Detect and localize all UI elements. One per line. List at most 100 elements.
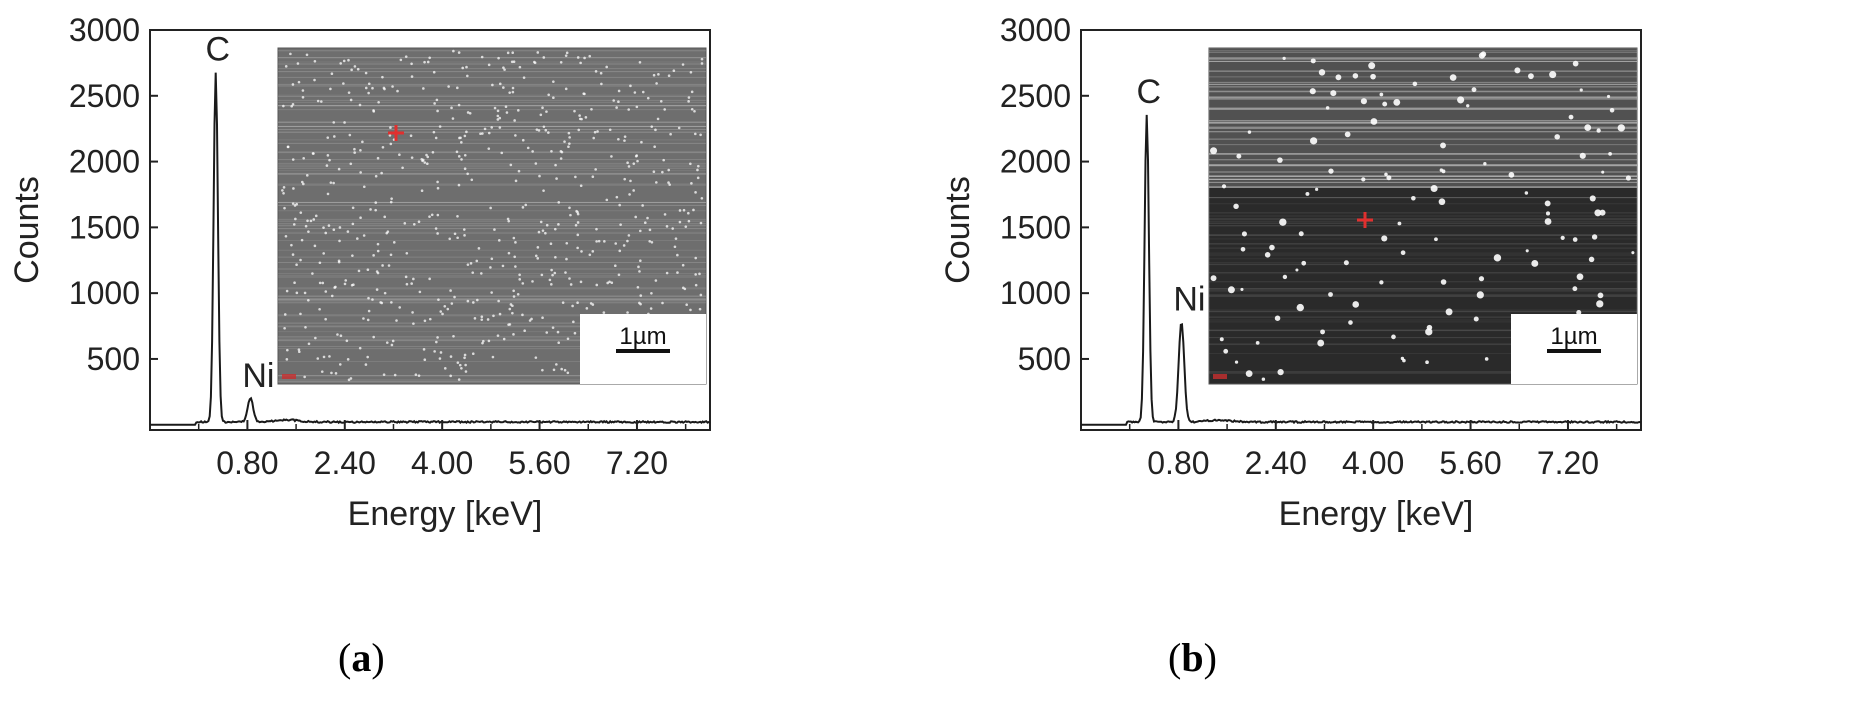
sem-particle	[282, 191, 285, 195]
sem-particle	[330, 371, 333, 375]
sem-particle	[336, 333, 339, 336]
sem-particle	[514, 265, 517, 268]
sem-particle	[377, 100, 380, 104]
sem-particle	[361, 140, 364, 144]
sem-particle	[318, 307, 321, 311]
sem-particle	[456, 236, 459, 240]
sem-particle	[1343, 260, 1349, 266]
sem-particle	[600, 82, 603, 86]
sem-particle	[514, 179, 518, 183]
x-tick-label: 7.20	[606, 445, 668, 481]
sem-particle	[505, 111, 509, 114]
sem-particle	[638, 60, 642, 64]
sem-particle	[608, 280, 611, 284]
sem-particle	[313, 244, 317, 248]
sem-particle	[301, 95, 305, 99]
sem-particle	[632, 162, 636, 165]
sem-particle	[324, 231, 328, 235]
sem-particle	[347, 378, 351, 382]
sem-particle	[502, 86, 505, 89]
sem-particle	[471, 271, 475, 274]
sem-particle	[366, 318, 370, 322]
sem-particle	[1210, 147, 1218, 155]
sem-particle	[1274, 315, 1281, 321]
sem-particle	[661, 301, 664, 305]
sem-particle	[1589, 195, 1596, 202]
sem-particle	[698, 307, 702, 311]
sem-particle	[463, 234, 466, 237]
sem-particle	[290, 104, 294, 108]
sem-particle	[398, 153, 401, 157]
sem-particle	[364, 363, 368, 366]
sem-particle	[1269, 244, 1275, 251]
sem-particle	[304, 325, 307, 329]
sem-particle	[1264, 252, 1271, 258]
sem-particle	[410, 75, 414, 78]
sem-particle	[690, 107, 694, 111]
sem-particle	[393, 373, 397, 377]
sem-particle	[544, 128, 548, 132]
sem-particle	[639, 294, 643, 297]
sem-particle	[282, 104, 285, 108]
sem-particle	[385, 231, 389, 235]
sem-particle	[1426, 324, 1433, 331]
sem-particle	[545, 223, 549, 227]
sem-particle	[337, 260, 341, 264]
sem-particle	[320, 370, 324, 373]
sem-particle	[509, 163, 513, 167]
sem-particle	[565, 241, 569, 245]
sem-particle	[426, 60, 430, 64]
sem-particle	[463, 153, 467, 157]
sem-particle	[626, 161, 629, 164]
sem-particle	[457, 378, 461, 381]
sem-particle	[353, 147, 356, 151]
sem-particle	[665, 225, 669, 228]
sem-inset: 1µm	[277, 47, 707, 385]
sem-particle	[428, 277, 431, 281]
sem-particle	[1584, 124, 1592, 131]
sem-particle	[453, 295, 456, 299]
sem-particle	[372, 110, 376, 113]
sem-particle	[325, 164, 329, 167]
sem-particle	[1430, 184, 1438, 192]
sem-particle	[700, 57, 704, 61]
sem-particle	[1360, 98, 1367, 105]
sem-particle	[423, 60, 426, 64]
sem-particle	[1572, 286, 1578, 292]
sem-particle	[687, 96, 691, 99]
spectrum-line	[150, 72, 711, 426]
sem-particle	[698, 272, 701, 276]
sem-particle	[449, 289, 452, 292]
sem-particle	[1597, 292, 1604, 299]
sem-particle	[1348, 320, 1353, 325]
sem-particle	[1484, 357, 1489, 361]
sem-particle	[690, 182, 693, 185]
sem-particle	[291, 158, 295, 161]
sem-particle	[457, 183, 461, 187]
sem-particle	[517, 169, 521, 173]
sem-particle	[531, 150, 534, 153]
sem-particle	[374, 208, 377, 212]
sem-particle	[561, 301, 565, 304]
sem-particle	[628, 193, 631, 196]
sem-particle	[464, 370, 468, 373]
sem-particle	[353, 151, 356, 154]
sem-particle	[568, 142, 571, 145]
sem-particle	[436, 180, 439, 184]
panel-caption-b: (b)	[1168, 635, 1217, 680]
sem-particle	[696, 168, 699, 172]
sem-particle	[576, 56, 580, 59]
sem-particle	[574, 175, 577, 179]
sem-particle	[1596, 128, 1601, 133]
sem-particle	[330, 72, 334, 75]
sem-particle	[428, 317, 432, 321]
sem-particle	[1391, 334, 1396, 340]
sem-particle	[1480, 51, 1487, 57]
sem-particle	[636, 159, 639, 163]
sem-particle	[1599, 209, 1606, 216]
sem-particle	[302, 182, 305, 186]
sem-particle	[465, 65, 468, 69]
sem-particle	[1473, 316, 1479, 322]
sem-particle	[349, 98, 353, 102]
sem-particle	[379, 301, 382, 304]
